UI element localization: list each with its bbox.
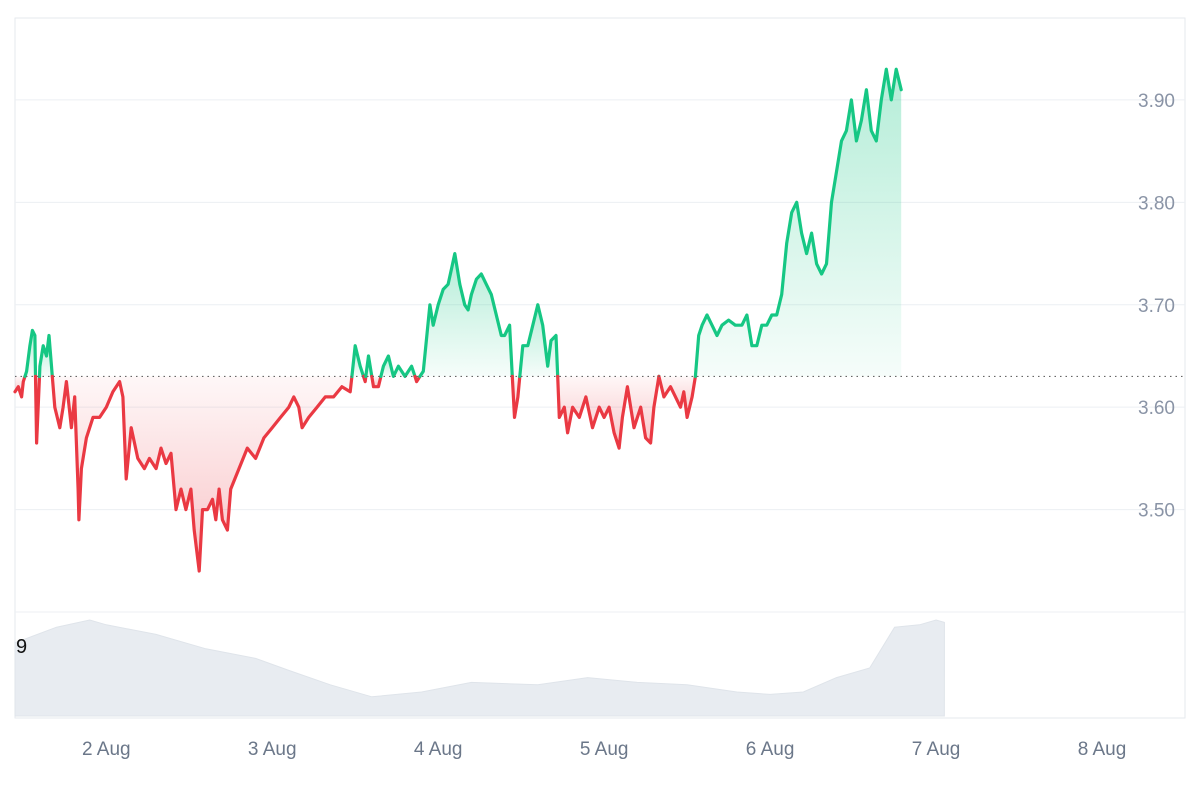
down-price-line-14 xyxy=(556,374,661,450)
volume-area-group xyxy=(14,619,945,717)
up-price-line-13 xyxy=(518,303,560,378)
x-tick-label-1: 3 Aug xyxy=(248,739,297,760)
x-tick-label-6: 8 Aug xyxy=(1078,739,1127,760)
up-price-line-17 xyxy=(693,67,903,378)
volume-axis-label: 9 xyxy=(16,636,27,658)
volume-area xyxy=(14,619,945,717)
down-price-line-0 xyxy=(13,374,27,399)
down-area-4 xyxy=(52,376,352,571)
up-area-11 xyxy=(419,253,513,377)
down-price-line-2 xyxy=(33,374,42,445)
up-price-line-11 xyxy=(418,252,514,378)
down-price-line-4 xyxy=(50,374,354,573)
up-price-line-1 xyxy=(23,328,38,378)
up-price-line-7 xyxy=(364,354,374,378)
down-price-line-12 xyxy=(510,374,522,419)
y-tick-label-0: 3.50 xyxy=(1138,501,1175,522)
x-tick-label-5: 7 Aug xyxy=(912,739,961,760)
x-tick-label-4: 6 Aug xyxy=(746,739,795,760)
y-tick-label-1: 3.60 xyxy=(1138,398,1175,419)
up-price-line-9 xyxy=(379,354,417,378)
plot-frame xyxy=(14,17,1186,719)
x-tick-label-3: 5 Aug xyxy=(580,739,629,760)
y-tick-label-3: 3.80 xyxy=(1138,193,1175,214)
down-price-line-6 xyxy=(361,374,368,384)
x-tick-label-2: 4 Aug xyxy=(414,739,463,760)
y-axis-ticks: 3.50 3.60 3.70 3.80 3.90 xyxy=(1138,91,1175,522)
down-area-14 xyxy=(557,376,659,449)
x-axis-ticks: 2 Aug 3 Aug 4 Aug 5 Aug 6 Aug 7 Aug 8 Aug xyxy=(82,739,1126,760)
x-tick-label-0: 2 Aug xyxy=(82,739,131,760)
down-price-line-10 xyxy=(413,374,422,384)
up-price-line-5 xyxy=(350,344,366,378)
price-line-group xyxy=(13,67,903,573)
down-price-line-8 xyxy=(370,374,383,389)
gridlines xyxy=(15,99,1185,613)
y-tick-label-2: 3.70 xyxy=(1138,296,1175,317)
up-area-13 xyxy=(519,304,558,377)
y-tick-label-4: 3.90 xyxy=(1138,91,1175,112)
up-price-line-3 xyxy=(37,333,54,378)
up-area-17 xyxy=(695,69,902,377)
down-price-line-16 xyxy=(657,374,697,419)
